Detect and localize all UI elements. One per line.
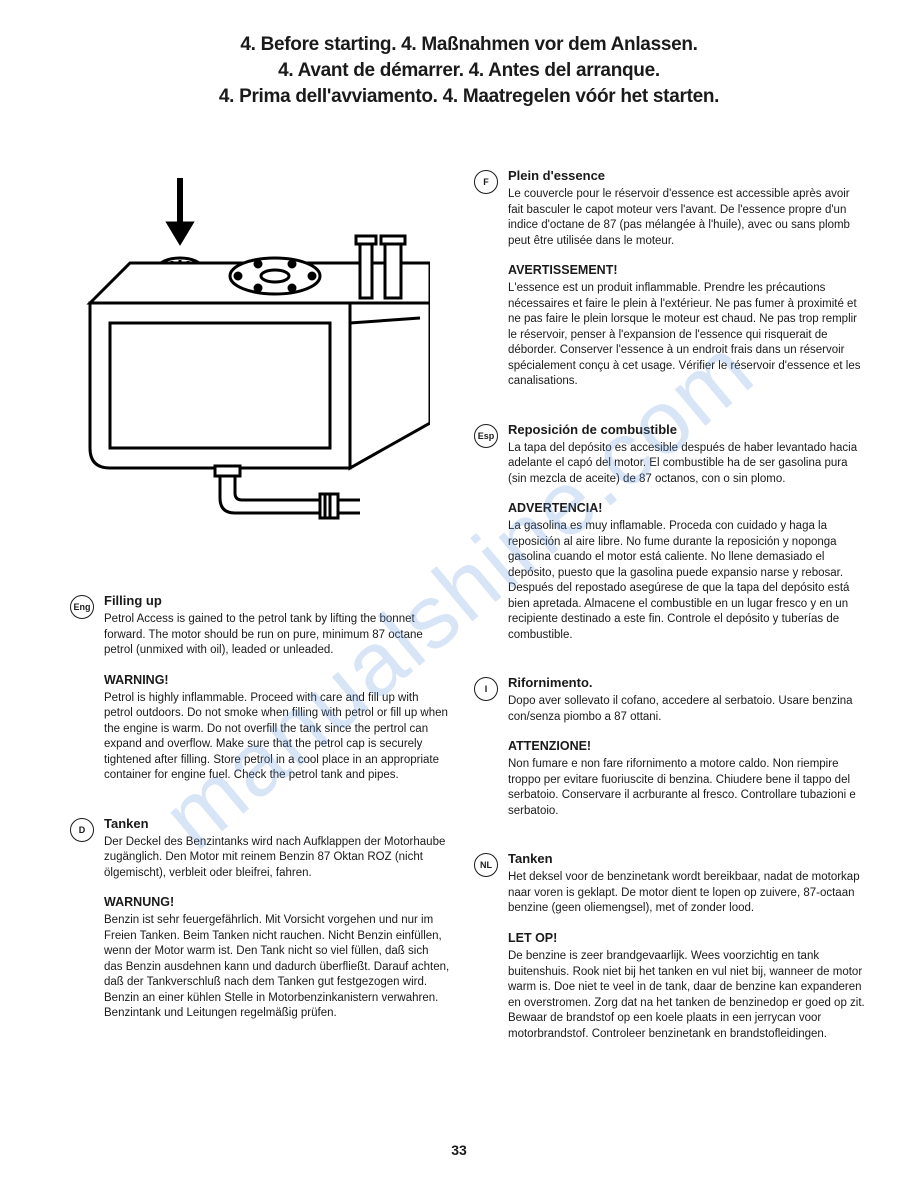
- warning-text: L'essence est un produit inflammable. Pr…: [508, 281, 868, 390]
- section-body: Tanken Der Deckel des Benzintanks wird n…: [104, 816, 450, 1036]
- lang-badge-esp: Esp: [474, 424, 498, 448]
- right-column: F Plein d'essence Le couvercle pour le r…: [474, 168, 868, 1074]
- section-i: I Rifornimento. Dopo aver sollevato il c…: [474, 675, 868, 833]
- lang-badge-d: D: [70, 818, 94, 842]
- content-area: Eng Filling up Petrol Access is gained t…: [70, 168, 868, 1074]
- lang-badge-eng: Eng: [70, 595, 94, 619]
- lang-badge-i: I: [474, 677, 498, 701]
- section-text: Dopo aver sollevato il cofano, accedere …: [508, 694, 868, 725]
- warning-text: Non fumare e non fare rifornimento a mot…: [508, 757, 868, 819]
- left-column: Eng Filling up Petrol Access is gained t…: [70, 168, 450, 1074]
- section-title: Tanken: [508, 851, 868, 866]
- lang-badge-f: F: [474, 170, 498, 194]
- section-title: Filling up: [104, 593, 450, 608]
- page-titles: 4. Before starting. 4. Maßnahmen vor dem…: [70, 34, 868, 108]
- warning-title: WARNING!: [104, 673, 450, 687]
- title-line-2: 4. Avant de démarrer. 4. Antes del arran…: [70, 60, 868, 82]
- warning-text: Petrol is highly inflammable. Proceed wi…: [104, 691, 450, 784]
- section-esp: Esp Reposición de combustible La tapa de…: [474, 422, 868, 658]
- warning-title: LET OP!: [508, 931, 868, 945]
- section-text: Le couvercle pour le réservoir d'essence…: [508, 187, 868, 249]
- section-eng: Eng Filling up Petrol Access is gained t…: [70, 593, 450, 798]
- warning-text: Benzin ist sehr feuergefährlich. Mit Vor…: [104, 913, 450, 1022]
- section-text: Der Deckel des Benzintanks wird nach Auf…: [104, 835, 450, 882]
- page-number: 33: [0, 1142, 918, 1158]
- section-body: Plein d'essence Le couvercle pour le rés…: [508, 168, 868, 404]
- section-d: D Tanken Der Deckel des Benzintanks wird…: [70, 816, 450, 1036]
- warning-text: De benzine is zeer brandgevaarlijk. Wees…: [508, 949, 868, 1042]
- section-text: Het deksel voor de benzinetank wordt ber…: [508, 870, 868, 917]
- section-title: Reposición de combustible: [508, 422, 868, 437]
- section-f: F Plein d'essence Le couvercle pour le r…: [474, 168, 868, 404]
- warning-title: AVERTISSEMENT!: [508, 263, 868, 277]
- warning-title: ADVERTENCIA!: [508, 501, 868, 515]
- section-title: Tanken: [104, 816, 450, 831]
- section-body: Filling up Petrol Access is gained to th…: [104, 593, 450, 798]
- section-body: Rifornimento. Dopo aver sollevato il cof…: [508, 675, 868, 833]
- section-body: Tanken Het deksel voor de benzinetank wo…: [508, 851, 868, 1056]
- title-line-1: 4. Before starting. 4. Maßnahmen vor dem…: [70, 34, 868, 56]
- section-text: La tapa del depósito es accesible despué…: [508, 441, 868, 488]
- fuel-tank-diagram: [70, 168, 430, 548]
- section-nl: NL Tanken Het deksel voor de benzinetank…: [474, 851, 868, 1056]
- section-title: Rifornimento.: [508, 675, 868, 690]
- warning-text: La gasolina es muy inflamable. Proceda c…: [508, 519, 868, 643]
- warning-title: WARNUNG!: [104, 895, 450, 909]
- section-text: Petrol Access is gained to the petrol ta…: [104, 612, 450, 659]
- section-body: Reposición de combustible La tapa del de…: [508, 422, 868, 658]
- title-line-3: 4. Prima dell'avviamento. 4. Maatregelen…: [70, 86, 868, 108]
- lang-badge-nl: NL: [474, 853, 498, 877]
- section-title: Plein d'essence: [508, 168, 868, 183]
- warning-title: ATTENZIONE!: [508, 739, 868, 753]
